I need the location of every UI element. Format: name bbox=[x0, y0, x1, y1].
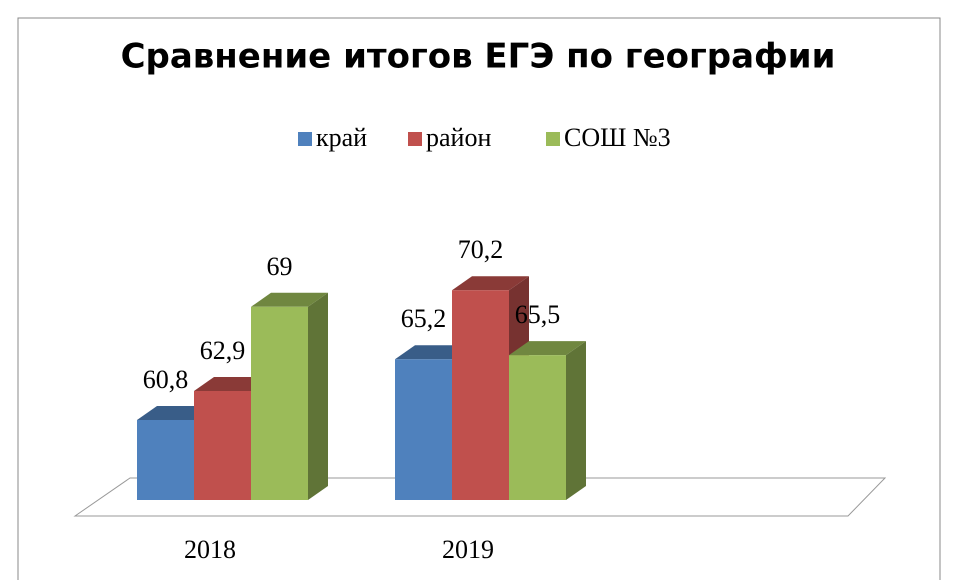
bar-front bbox=[452, 290, 509, 500]
bar-side bbox=[308, 292, 328, 500]
bar-top bbox=[251, 292, 328, 307]
bar-side bbox=[566, 341, 586, 500]
legend-swatch bbox=[298, 132, 312, 146]
bar-front bbox=[395, 359, 452, 500]
data-label: 60,8 bbox=[143, 365, 189, 394]
data-label: 65,5 bbox=[515, 300, 561, 329]
x-tick-label: 2019 bbox=[442, 535, 494, 564]
legend-label: район bbox=[426, 123, 491, 152]
data-label: 62,9 bbox=[200, 336, 246, 365]
bar-front bbox=[194, 390, 251, 500]
chart-title: Сравнение итогов ЕГЭ по географии bbox=[121, 37, 836, 77]
data-label: 69 bbox=[267, 252, 293, 281]
bar bbox=[251, 292, 328, 500]
legend-label: край bbox=[316, 123, 367, 152]
legend-swatch bbox=[546, 132, 560, 146]
data-label: 65,2 bbox=[401, 304, 447, 333]
bar-top bbox=[509, 341, 586, 356]
bar-front bbox=[137, 419, 194, 500]
data-label: 70,2 bbox=[458, 235, 504, 264]
bar bbox=[509, 341, 586, 500]
legend-label: СОШ №3 bbox=[564, 123, 671, 152]
bar-front bbox=[251, 306, 308, 500]
x-tick-label: 2018 bbox=[184, 535, 236, 564]
bar-front bbox=[509, 355, 566, 500]
legend-swatch bbox=[408, 132, 422, 146]
bar-top bbox=[452, 276, 529, 291]
